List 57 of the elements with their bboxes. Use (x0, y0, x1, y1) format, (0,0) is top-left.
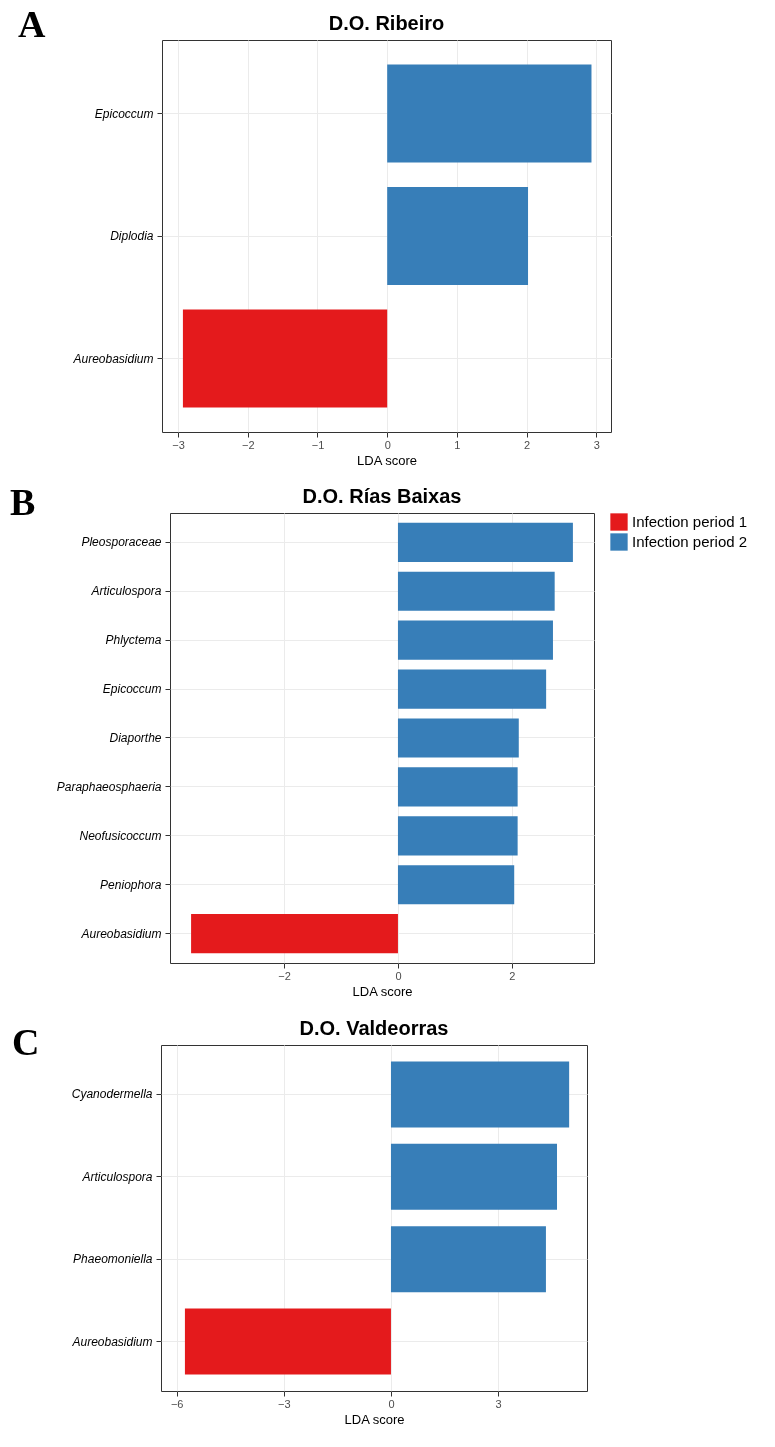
bar (390, 1226, 546, 1293)
bar (397, 669, 547, 709)
bar (387, 64, 592, 163)
chart-title: D.O. Ribeiro (328, 12, 445, 34)
x-tick-label: −1 (311, 438, 325, 451)
chart-title: D.O. Valdeorras (299, 1017, 449, 1039)
chart-title: D.O. Rías Baixas (302, 485, 462, 507)
bar (397, 816, 518, 856)
bar (184, 1308, 391, 1375)
legend-label: Infection period 2 (632, 533, 748, 550)
y-tick-label: Peniophora (100, 877, 162, 892)
y-tick-label: Articulospora (81, 1169, 153, 1184)
x-tick-label: 1 (454, 438, 461, 451)
bar (397, 620, 553, 660)
x-tick-label: 0 (384, 438, 391, 451)
y-tick-label: Phaeomoniella (73, 1252, 153, 1267)
bar (397, 522, 573, 562)
x-tick-label: −2 (241, 438, 255, 451)
bar (397, 718, 519, 758)
x-tick-label: 0 (388, 1397, 395, 1410)
x-tick-label: −3 (278, 1397, 291, 1410)
text: B (10, 480, 36, 524)
y-tick-label: Diaporthe (109, 731, 162, 745)
bar (397, 571, 555, 611)
x-axis-title: LDA score (344, 1411, 405, 1427)
y-tick-label: Phlyctema (105, 633, 162, 648)
legend-label: Infection period 1 (632, 513, 748, 530)
bar (182, 309, 388, 408)
bar (397, 865, 515, 905)
x-axis-title: LDA score (352, 983, 413, 999)
y-tick-label: Neofusicoccum (79, 828, 162, 843)
y-tick-label: Aureobasidium (80, 926, 162, 941)
bar (397, 767, 518, 807)
x-tick-label: 0 (395, 969, 402, 982)
x-tick-label: 2 (524, 438, 531, 451)
y-tick-label: Cyanodermella (71, 1087, 153, 1102)
x-tick-label: −2 (278, 969, 291, 982)
y-tick-label: Diplodia (110, 229, 154, 243)
bar (191, 914, 398, 954)
bar (387, 187, 529, 285)
y-tick-label: Epicoccum (102, 682, 162, 697)
text: A (18, 2, 46, 46)
y-tick-label: Aureobasidium (71, 1334, 153, 1349)
x-tick-label: 2 (509, 969, 516, 982)
x-tick-label: −6 (170, 1397, 184, 1410)
bar (390, 1061, 570, 1128)
bar (390, 1143, 558, 1210)
y-tick-label: Paraphaeosphaeria (56, 779, 162, 794)
y-tick-label: Articulospora (90, 584, 162, 599)
y-tick-label: Pleosporaceae (81, 535, 162, 550)
x-axis-title: LDA score (357, 452, 417, 468)
x-tick-label: −3 (172, 438, 185, 451)
x-tick-label: 3 (495, 1397, 502, 1410)
x-tick-label: 3 (593, 438, 600, 451)
y-tick-label: Aureobasidium (72, 351, 154, 366)
text: C (12, 1020, 40, 1064)
y-tick-label: Epicoccum (94, 106, 154, 121)
